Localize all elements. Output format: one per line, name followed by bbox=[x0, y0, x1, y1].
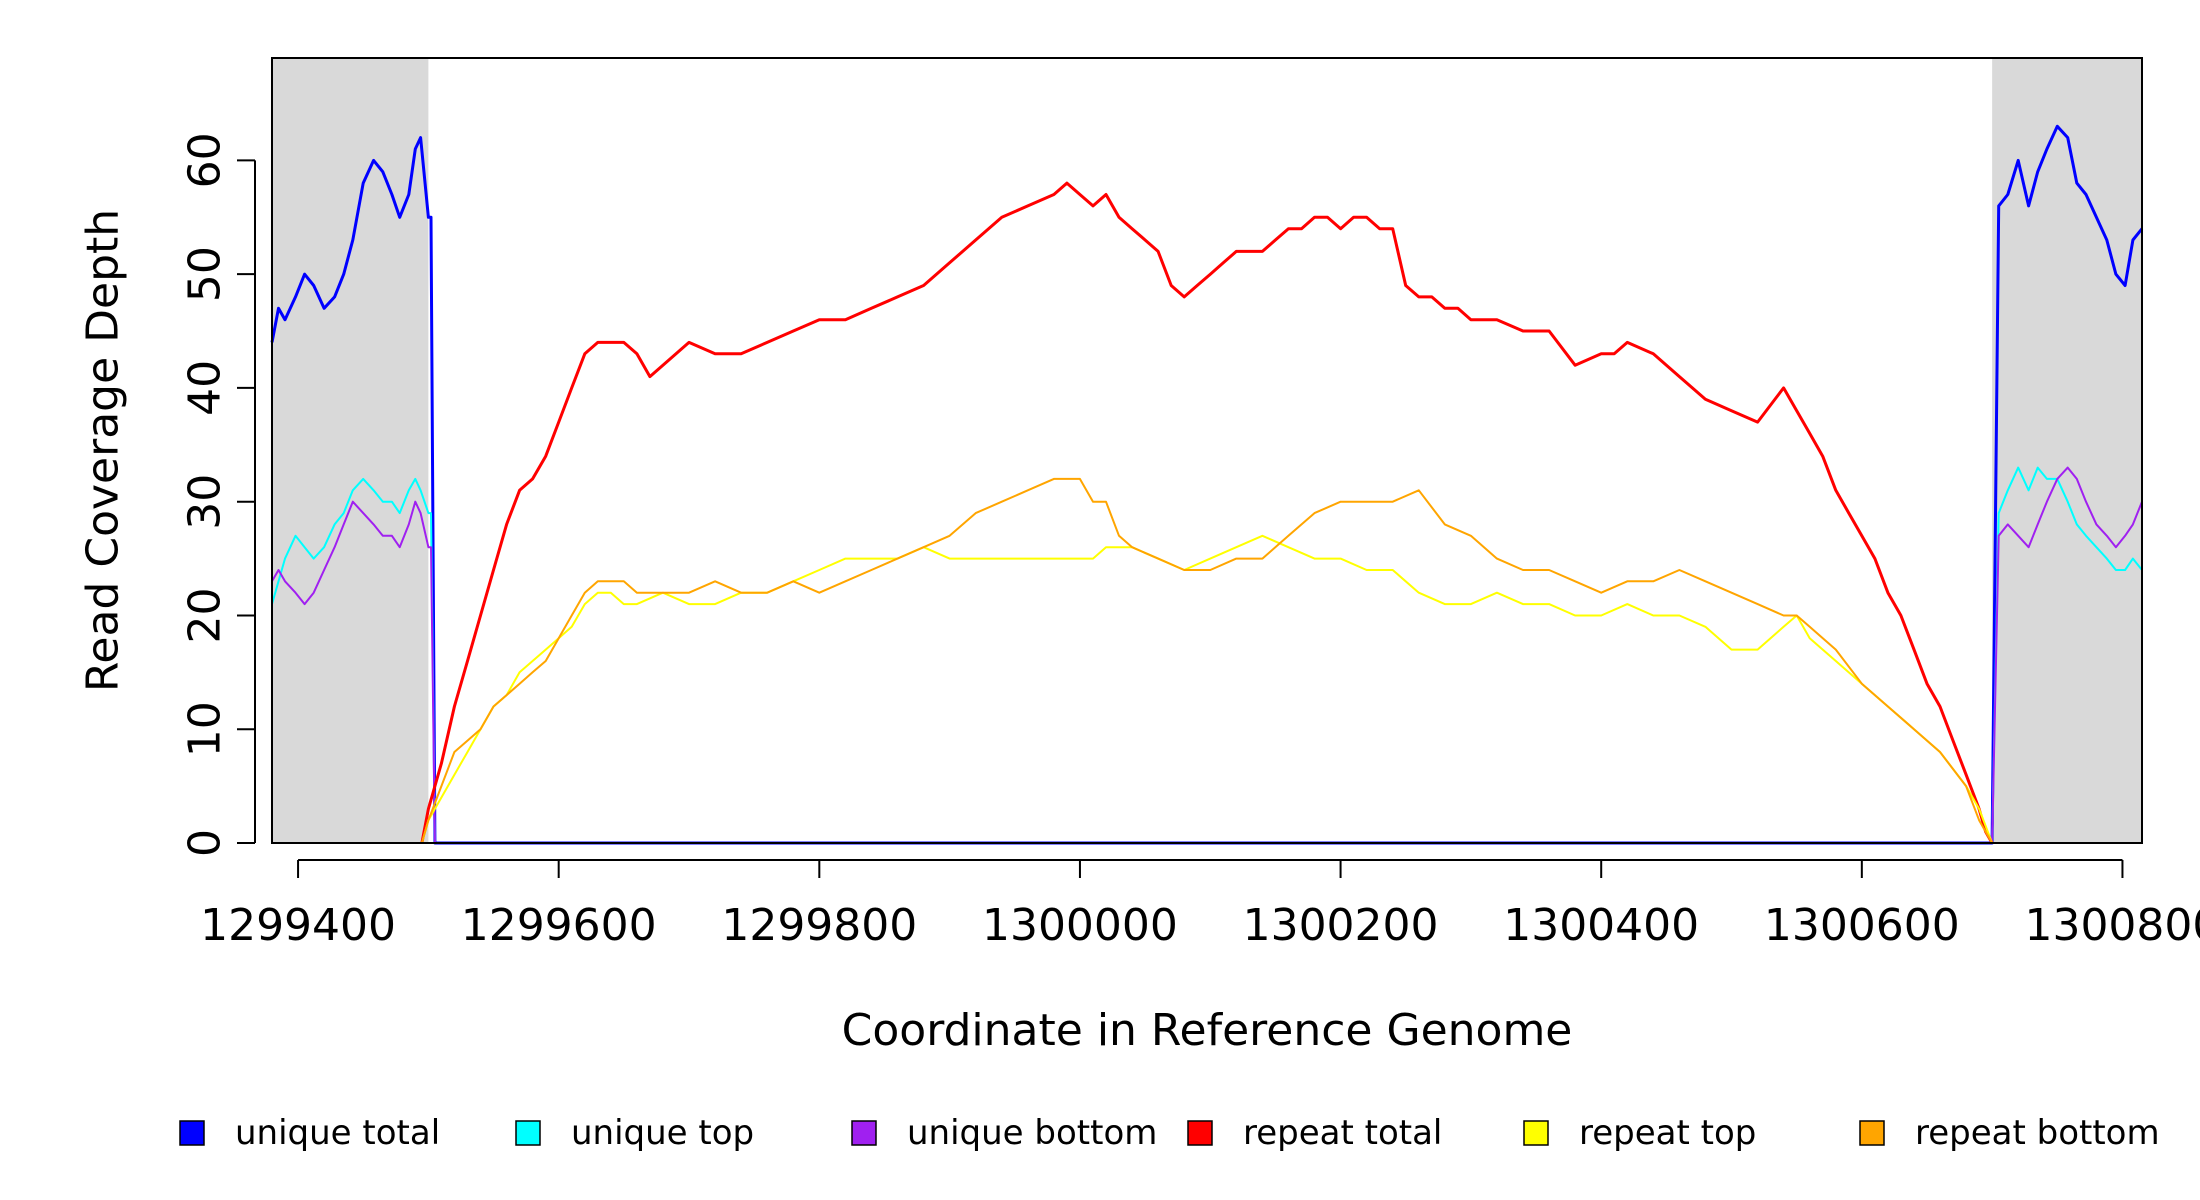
plot-frame bbox=[271, 57, 2143, 844]
legend: unique total unique top unique bottom repea… bbox=[179, 1113, 2160, 1153]
series-line-unique-bottom bbox=[271, 466, 2143, 844]
legend-label-unique-bottom: unique bottom bbox=[907, 1113, 1157, 1153]
y-tick-label: 20 bbox=[180, 587, 231, 643]
y-axis-title: Read Coverage Depth bbox=[78, 209, 129, 692]
legend-label-repeat-total: repeat total bbox=[1243, 1113, 1442, 1153]
legend-label-repeat-bottom: repeat bottom bbox=[1915, 1113, 2160, 1153]
y-tick-label: 40 bbox=[180, 360, 231, 416]
x-tick-label: 1300000 bbox=[982, 900, 1178, 951]
shaded-region-2 bbox=[1992, 58, 2142, 843]
x-axis-title: Coordinate in Reference Genome bbox=[842, 1005, 1573, 1056]
series-line-unique-top bbox=[271, 466, 2143, 844]
axes: 1299400 1299600 1299800 1300000 1300200 13004… bbox=[180, 132, 2200, 951]
legend-label-unique-total: unique total bbox=[235, 1113, 440, 1153]
x-tick-label: 1299600 bbox=[461, 900, 657, 951]
legend-swatch-repeat-bottom bbox=[1859, 1120, 1885, 1146]
legend-label-unique-top: unique top bbox=[571, 1113, 754, 1153]
shaded-region-1 bbox=[272, 58, 429, 843]
x-tick-label: 1300200 bbox=[1243, 900, 1439, 951]
legend-swatch-unique-top bbox=[515, 1120, 541, 1146]
series-line-repeat-top bbox=[420, 534, 1994, 844]
y-tick-label: 50 bbox=[180, 246, 231, 302]
legend-swatch-unique-bottom bbox=[851, 1120, 877, 1146]
x-tick-label: 1300400 bbox=[1503, 900, 1699, 951]
legend-label-repeat-top: repeat top bbox=[1579, 1113, 1756, 1153]
shaded-regions bbox=[272, 58, 2142, 843]
series-lines bbox=[270, 124, 2144, 845]
series-line-repeat-bottom bbox=[420, 477, 1993, 844]
y-tick-label: 0 bbox=[180, 829, 231, 857]
x-tick-label: 1300600 bbox=[1764, 900, 1960, 951]
y-tick-label: 60 bbox=[180, 132, 231, 188]
legend-swatch-repeat-total bbox=[1187, 1120, 1213, 1146]
legend-swatch-repeat-top bbox=[1523, 1120, 1549, 1146]
series-line-unique-total bbox=[270, 124, 2144, 845]
legend-swatch-unique-total bbox=[179, 1120, 205, 1146]
x-tick-label: 1299400 bbox=[200, 900, 396, 951]
y-tick-label: 10 bbox=[180, 701, 231, 757]
series-line-repeat-total bbox=[420, 181, 1994, 844]
y-tick-label: 30 bbox=[180, 474, 231, 530]
x-tick-label: 1299800 bbox=[721, 900, 917, 951]
